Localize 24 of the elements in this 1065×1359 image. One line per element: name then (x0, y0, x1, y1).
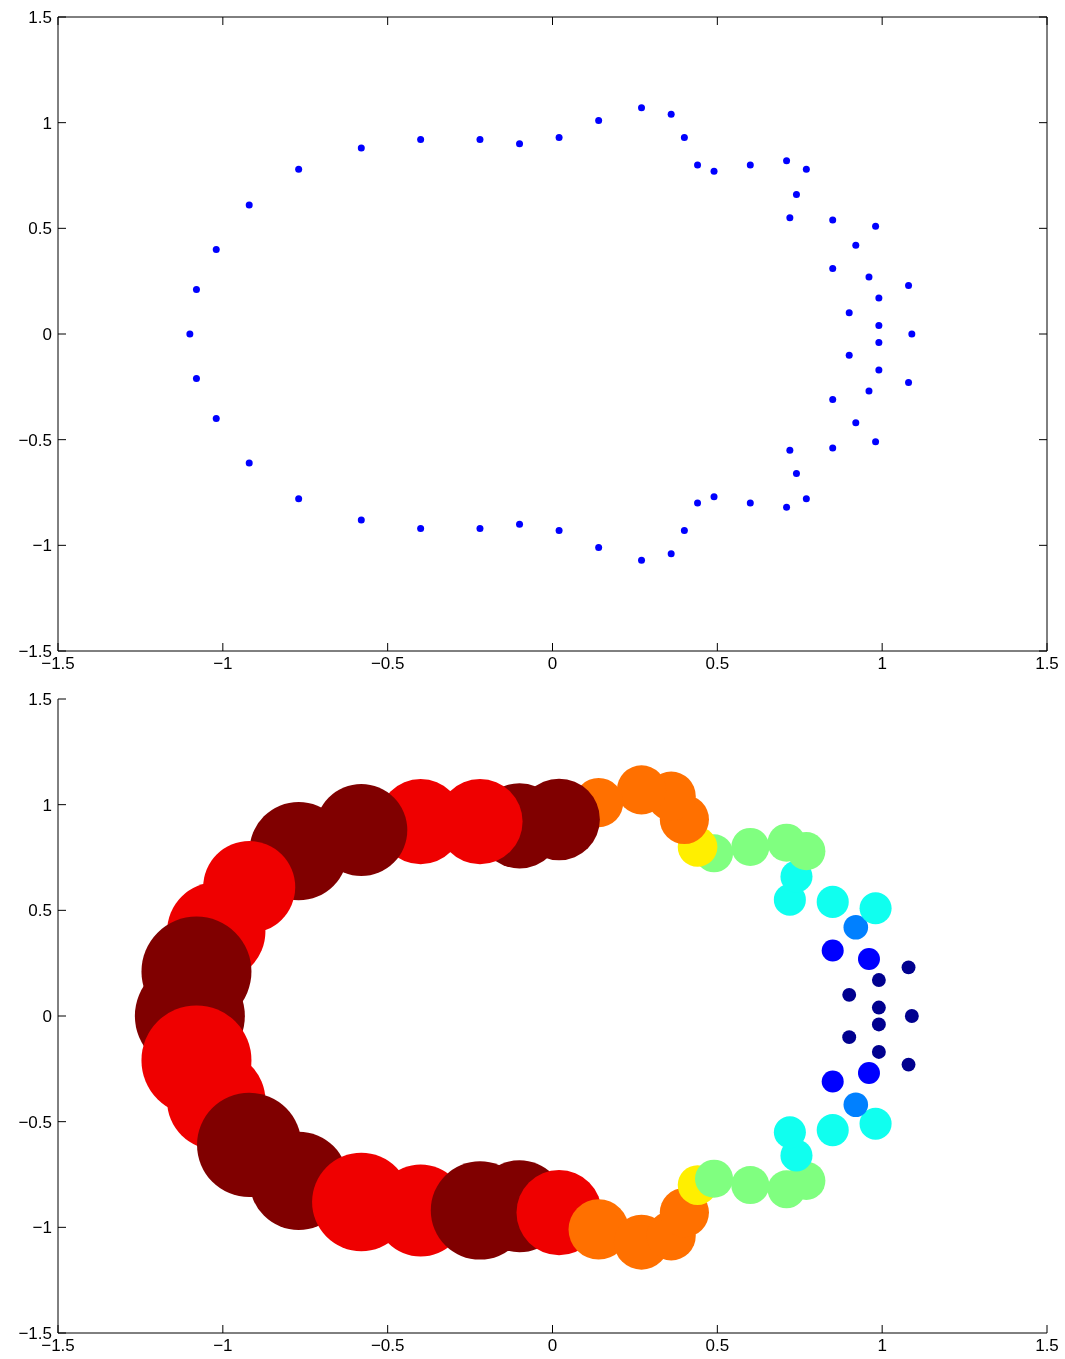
y-tick-label: 1 (42, 113, 52, 133)
x-tick-label: 0.5 (705, 654, 730, 673)
x-tick-label: 0 (547, 654, 558, 673)
y-tick-label: 0.5 (28, 219, 52, 239)
x-tick-label: −0.5 (370, 1336, 405, 1355)
y-tick-label: 0 (42, 325, 52, 344)
y-tick-label: −1 (32, 536, 52, 556)
y-tick-label: −0.5 (18, 1112, 52, 1132)
x-tick-label: −0.5 (370, 654, 405, 673)
y-tick-label: −1 (32, 1218, 52, 1238)
y-tick-label: 0 (42, 1007, 52, 1026)
y-tick-label: 1.5 (28, 8, 52, 27)
x-tick-label: 1 (877, 1336, 887, 1355)
y-tick-label: −0.5 (18, 430, 52, 450)
x-tick-label: 1 (877, 654, 887, 673)
y-tick-label: 0.5 (28, 901, 52, 921)
y-tick-label: 1.5 (28, 690, 52, 709)
x-tick-label: 0.5 (705, 1336, 730, 1355)
x-tick-label: −1 (213, 1336, 233, 1355)
x-tick-label: 1.5 (1035, 654, 1059, 673)
y-tick-label: 1 (42, 795, 52, 815)
x-tick-label: 1.5 (1035, 1336, 1059, 1355)
x-tick-label: −1 (213, 654, 233, 673)
x-tick-label: 0 (547, 1336, 558, 1355)
